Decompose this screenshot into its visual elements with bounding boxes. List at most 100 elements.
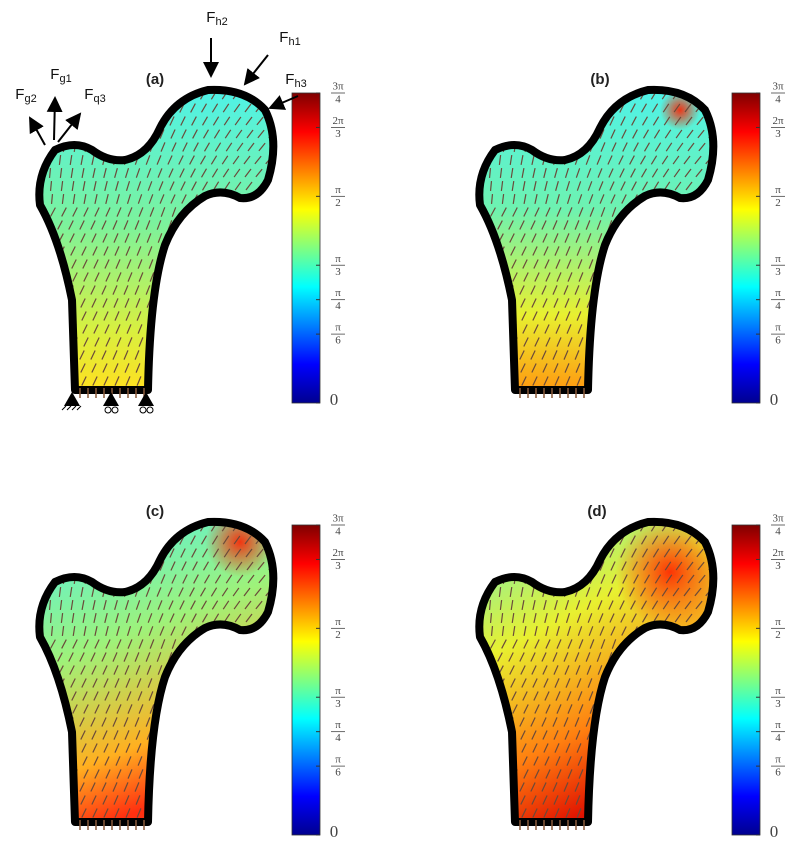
fiber <box>259 259 263 269</box>
fiber <box>608 168 614 178</box>
fiber <box>519 652 525 662</box>
fiber <box>48 246 54 256</box>
fiber <box>685 116 693 126</box>
fiber <box>248 756 252 766</box>
fiber <box>227 769 231 779</box>
fiber <box>686 298 690 308</box>
fiber <box>689 704 693 714</box>
fiber <box>705 90 713 100</box>
fiber <box>102 795 108 805</box>
force-subscript: q3 <box>93 93 105 105</box>
fiber <box>182 337 188 347</box>
fiber <box>116 769 122 779</box>
fiber <box>94 272 100 282</box>
fiber <box>268 232 272 244</box>
fiber <box>567 574 573 584</box>
fiber <box>678 769 682 779</box>
force-label: Fg2 <box>15 86 36 105</box>
fiber <box>80 298 86 308</box>
fiber <box>544 691 550 701</box>
fiber <box>687 574 695 584</box>
fiber <box>126 259 132 269</box>
fiber <box>523 193 527 205</box>
base-ticks <box>79 820 145 830</box>
fiber <box>523 337 529 347</box>
fiber <box>630 600 636 610</box>
fiber <box>39 311 43 321</box>
fiber <box>553 730 559 740</box>
fiber <box>92 599 96 611</box>
fiber <box>576 613 582 623</box>
fiber <box>652 795 658 805</box>
fiber <box>246 129 254 139</box>
fiber <box>126 691 132 701</box>
fiber <box>587 181 593 191</box>
fiber <box>104 613 108 623</box>
fiber <box>61 193 65 205</box>
fiber <box>268 794 272 806</box>
fiber <box>260 704 264 714</box>
fiber <box>585 652 591 662</box>
fiber <box>114 535 118 545</box>
fiber <box>257 795 261 805</box>
fiber <box>169 743 175 753</box>
colorbar <box>731 92 761 404</box>
fiber <box>202 246 208 256</box>
fiber <box>708 626 714 636</box>
fiber <box>126 324 132 334</box>
fiber <box>653 743 659 753</box>
fiber <box>479 704 485 714</box>
fiber <box>575 233 581 243</box>
fiber <box>201 795 207 805</box>
fiber <box>81 743 87 753</box>
fiber <box>700 272 704 282</box>
fiber <box>552 782 558 792</box>
fiber <box>489 180 493 192</box>
fiber <box>642 743 648 753</box>
fiber <box>135 168 141 178</box>
fiber <box>137 194 143 204</box>
colorbar-tick-numerator: π <box>775 719 781 731</box>
fiber <box>534 769 540 779</box>
fiber <box>39 691 44 701</box>
fiber <box>675 795 679 805</box>
fiber <box>50 272 56 282</box>
fiber <box>618 587 624 597</box>
fiber <box>552 717 558 727</box>
colorbar-tick-numerator: 3π <box>772 513 784 525</box>
fiber <box>123 522 129 532</box>
fiber <box>523 769 529 779</box>
fiber <box>710 690 714 702</box>
fiber <box>574 522 580 532</box>
fiber <box>245 285 249 295</box>
fiber <box>541 220 547 230</box>
fiber <box>123 90 129 100</box>
fiber <box>640 103 648 113</box>
fiber <box>644 207 650 217</box>
fiber <box>619 298 625 308</box>
fiber <box>478 587 479 597</box>
fiber <box>589 704 595 714</box>
fiber <box>576 181 582 191</box>
fiber <box>227 704 231 714</box>
colorbar-tick-numerator: π <box>335 287 341 299</box>
fiber <box>541 652 547 662</box>
fiber <box>202 129 210 139</box>
fiber <box>653 246 659 256</box>
fiber <box>223 116 231 126</box>
fiber <box>181 756 187 766</box>
fiber <box>511 180 515 192</box>
fiber <box>586 600 592 610</box>
fiber <box>168 168 174 178</box>
fiber <box>478 90 479 100</box>
fiber <box>620 678 626 688</box>
fiber <box>181 194 187 204</box>
fiber <box>651 652 657 662</box>
fiber <box>597 665 603 675</box>
colorbar-tick-denominator: 3 <box>775 128 781 140</box>
fiber <box>599 324 605 334</box>
colorbar-tick-label: 0 <box>330 390 339 409</box>
fiber <box>509 233 515 243</box>
fiber <box>489 547 493 559</box>
fiber <box>245 717 249 727</box>
